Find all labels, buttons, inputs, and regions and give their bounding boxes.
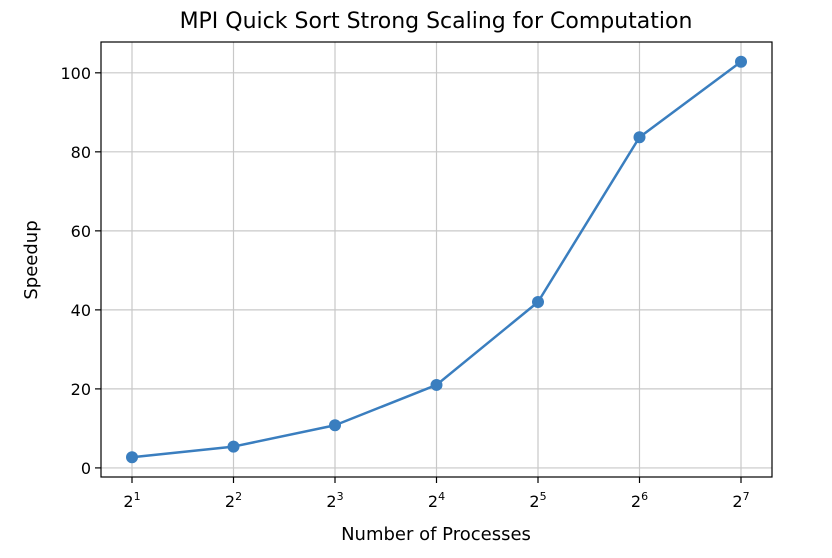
y-tick-label: 60 <box>71 222 91 241</box>
data-point <box>430 378 443 391</box>
x-tick-label: 22 <box>225 490 242 511</box>
y-tick-label: 40 <box>71 301 91 320</box>
grid <box>101 42 772 477</box>
x-tick-label: 23 <box>326 490 343 511</box>
series-speedup <box>126 55 747 464</box>
data-point <box>227 440 240 453</box>
x-axis-label: Number of Processes <box>341 524 531 545</box>
x-tick-label: 27 <box>732 490 749 511</box>
data-point <box>735 55 747 68</box>
x-tick-label: 26 <box>631 490 648 511</box>
x-tick-label: 21 <box>123 490 140 511</box>
y-tick-label: 80 <box>71 143 91 162</box>
x-axis: 21 22 23 24 25 26 27 <box>123 477 750 511</box>
y-axis-label: Speedup <box>21 220 42 299</box>
y-axis: 0 20 40 60 80 100 <box>60 64 101 478</box>
data-point <box>532 295 544 308</box>
x-tick-label: 24 <box>428 490 445 511</box>
data-point <box>633 131 646 144</box>
y-tick-label: 100 <box>60 64 91 83</box>
y-tick-label: 0 <box>81 459 91 478</box>
chart-title: MPI Quick Sort Strong Scaling for Comput… <box>180 9 693 34</box>
y-tick-label: 20 <box>71 380 91 399</box>
x-tick-label: 25 <box>529 490 546 511</box>
data-point <box>329 419 341 432</box>
data-point <box>126 451 138 464</box>
